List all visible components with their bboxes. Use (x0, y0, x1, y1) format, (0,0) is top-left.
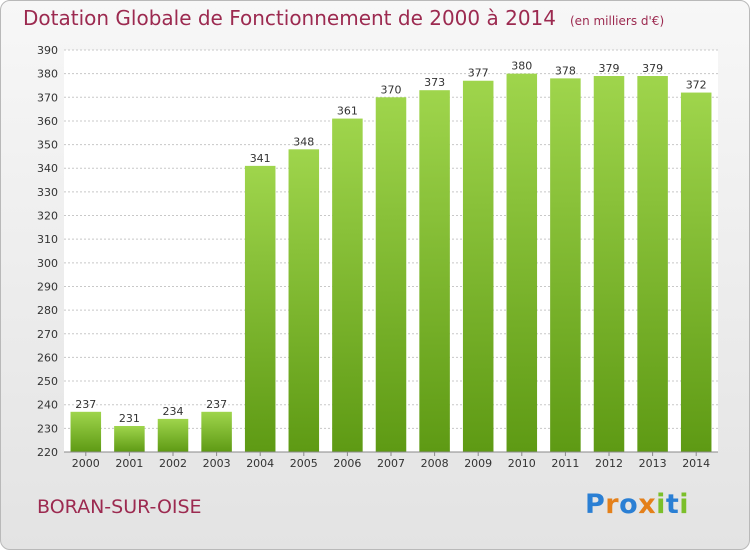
x-tick-label: 2009 (464, 457, 492, 470)
bar-2009 (462, 80, 494, 452)
bar-2005 (288, 149, 320, 453)
logo-letter: P (585, 489, 606, 520)
bar-2012 (593, 76, 625, 452)
bar-2006 (332, 118, 363, 452)
x-tick-label: 2012 (595, 457, 623, 470)
x-tick-label: 2008 (421, 457, 449, 470)
commune-name: BORAN-SUR-OISE (37, 496, 202, 518)
x-tick-label: 2000 (72, 457, 100, 470)
data-label: 380 (511, 60, 532, 73)
y-tick-label: 220 (37, 446, 58, 459)
y-axis: 220 230 240 250 260 270 280 290 300 310 320 330 340 3… (37, 44, 58, 459)
x-tick-label: 2014 (682, 457, 710, 470)
data-label: 378 (555, 64, 576, 77)
y-tick-label: 280 (37, 304, 58, 317)
y-tick-label: 330 (37, 186, 58, 199)
data-label: 372 (686, 79, 707, 92)
bar-2004 (244, 165, 276, 452)
x-tick-label: 2007 (377, 457, 405, 470)
bars: 237 231 234 237 341 348 361 370 373 377 380 378 379 3… (70, 60, 712, 453)
logo-letter: i (679, 489, 690, 520)
y-tick-label: 240 (37, 399, 58, 412)
x-tick-label: 2004 (246, 457, 274, 470)
logo-letter: t (665, 489, 680, 520)
x-tick-label: 2010 (508, 457, 536, 470)
x-tick-label: 2001 (115, 457, 143, 470)
logo-letter: o (619, 489, 639, 520)
data-label: 348 (293, 135, 314, 148)
chart-title: Dotation Globale de Fonctionnement de 20… (23, 6, 664, 30)
y-tick-label: 320 (37, 210, 58, 223)
logo-letter: r (605, 489, 620, 520)
proxiti-logo: Proxiti (585, 489, 689, 520)
bar-2014 (680, 92, 712, 453)
y-tick-label: 270 (37, 328, 58, 341)
data-label: 237 (206, 398, 227, 411)
y-tick-label: 370 (37, 91, 58, 104)
data-label: 237 (75, 398, 96, 411)
data-label: 379 (599, 62, 620, 75)
y-tick-label: 380 (37, 68, 58, 81)
logo-letter: x (638, 489, 657, 520)
y-tick-label: 390 (37, 44, 58, 57)
y-tick-label: 310 (37, 233, 58, 246)
bar-2008 (419, 90, 450, 452)
x-tick-label: 2011 (551, 457, 579, 470)
unit-label: (en milliers d'€) (570, 14, 665, 28)
data-label: 377 (468, 67, 489, 80)
y-tick-label: 230 (37, 422, 58, 435)
bar-2000 (70, 411, 102, 452)
y-tick-label: 340 (37, 162, 58, 175)
bar-2013 (637, 76, 668, 452)
data-label: 379 (642, 62, 663, 75)
data-label: 361 (337, 105, 358, 118)
bar-2002 (157, 418, 189, 452)
data-label: 370 (381, 83, 402, 96)
y-tick-label: 300 (37, 257, 58, 270)
x-tick-label: 2013 (639, 457, 667, 470)
data-label: 231 (119, 412, 140, 425)
y-tick-label: 260 (37, 351, 58, 364)
x-tick-label: 2006 (333, 457, 361, 470)
x-axis: 2000 2001 2002 2003 2004 2005 2006 2007 2008 2009… (64, 451, 718, 470)
bar-2001 (114, 425, 145, 452)
x-tick-label: 2002 (159, 457, 187, 470)
bar-2010 (506, 73, 538, 452)
logo-letter: i (656, 489, 666, 520)
data-label: 341 (250, 152, 271, 165)
data-label: 373 (424, 76, 445, 89)
y-tick-label: 250 (37, 375, 58, 388)
y-tick-label: 290 (37, 280, 58, 293)
bar-2007 (375, 97, 407, 452)
y-tick-label: 360 (37, 115, 58, 128)
bar-2011 (550, 78, 581, 453)
data-label: 234 (163, 405, 184, 418)
bar-2003 (201, 411, 232, 452)
chart-title-text: Dotation Globale de Fonctionnement de 20… (23, 6, 556, 30)
x-tick-label: 2005 (290, 457, 318, 470)
x-tick-label: 2003 (203, 457, 231, 470)
y-tick-label: 350 (37, 139, 58, 152)
